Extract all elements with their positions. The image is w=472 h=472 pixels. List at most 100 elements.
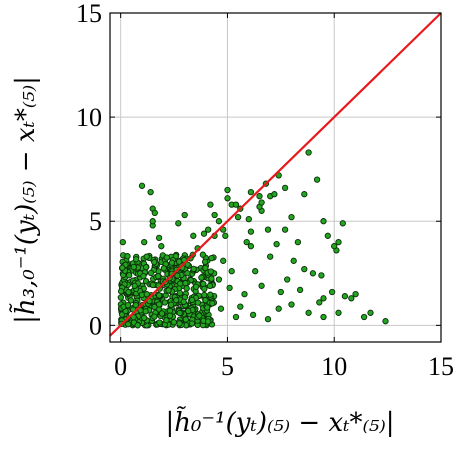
data-point [131,282,138,289]
data-point [277,288,284,296]
data-point [180,298,187,305]
data-point [184,261,191,268]
data-point [205,226,212,233]
data-point [117,294,124,301]
data-point [184,270,191,277]
data-point [151,313,158,320]
data-point [207,291,214,298]
data-point [209,300,216,307]
data-point [305,149,312,156]
data-point [288,213,295,221]
data-point [204,318,212,325]
data-point [182,279,189,287]
data-point [167,301,175,308]
data-point [151,303,158,311]
x-tick-label: 10 [321,352,347,381]
data-point [258,199,265,206]
data-point [224,186,231,194]
data-point [331,243,338,250]
data-point [190,265,197,273]
data-point [208,254,215,262]
data-point [215,218,223,225]
data-point [220,257,227,264]
data-point [117,288,125,295]
data-point [217,305,225,312]
data-point [149,218,156,225]
data-point [155,234,163,242]
data-point [234,213,242,221]
data-point [320,295,327,302]
data-point [226,284,233,292]
data-point [224,195,231,202]
data-point [124,253,131,260]
data-point [215,276,223,283]
data-point [204,304,211,311]
data-point [181,211,188,219]
data-point [165,287,172,294]
data-point [119,264,126,271]
data-point [382,318,389,325]
plot-frame [109,12,442,343]
data-point [192,283,200,290]
data-point [141,238,148,246]
data-point [138,182,146,189]
data-point [151,258,158,266]
data-point [176,289,184,297]
data-point [309,270,317,277]
y-tick-label: 5 [89,207,102,236]
data-point [256,193,263,200]
data-point [170,319,178,326]
data-point [296,286,304,294]
data-point [155,273,162,280]
data-point [142,308,149,315]
data-point [324,232,331,239]
data-point [301,265,308,273]
data-point [313,176,321,183]
x-axis-label: |h̃₀⁻¹(yₜ)₍₅₎ − xₜ*₍₅₎| [166,406,395,438]
data-point [222,232,229,239]
x-tick-label: 0 [114,352,127,381]
data-point [147,269,155,277]
data-point [201,258,209,265]
data-point [208,275,215,282]
data-point [207,201,214,208]
data-point [202,297,209,304]
data-point [176,320,183,327]
data-point [281,184,289,192]
data-point [228,268,235,275]
data-point [352,290,359,298]
data-point [290,257,297,264]
data-point [137,307,144,314]
data-point [264,315,272,323]
data-point [267,253,274,260]
y-axis-label: |h̃₃,₀⁻¹(yₜ)₍₅₎ − xₜ*₍₅₎| [9,76,41,324]
data-point [160,265,167,272]
data-point [271,191,278,198]
data-point [143,291,150,298]
data-point [284,276,291,283]
data-point [188,296,196,304]
data-point [127,297,135,304]
data-point [247,188,255,196]
data-point [320,218,327,225]
data-point [328,288,336,296]
data-point [156,292,163,299]
data-point [161,299,169,306]
x-axis-ticks: 0 5 10 15 [114,13,454,381]
data-point [126,272,133,279]
data-point [232,313,240,321]
data-point [149,281,157,289]
data-point [301,191,308,198]
data-point [130,263,137,271]
data-point [175,220,182,227]
data-point [200,230,208,237]
data-point [316,299,323,306]
data-point [275,305,282,312]
data-point [158,243,165,250]
data-point [348,295,355,302]
data-point [199,251,207,258]
data-point [281,226,289,233]
data-point [174,272,181,279]
data-point [142,264,150,271]
